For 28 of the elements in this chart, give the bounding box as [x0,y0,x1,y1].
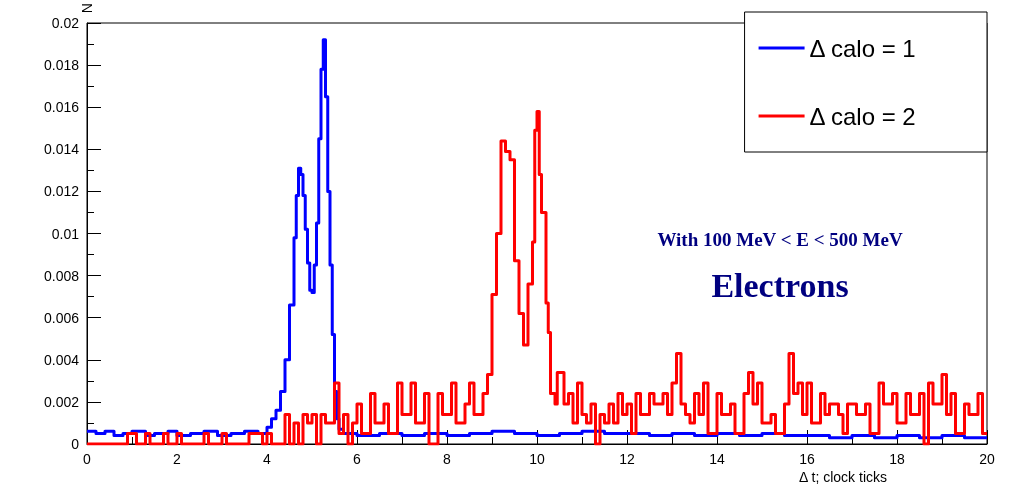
y-tick-label: 0.018 [43,57,80,74]
x-tick-label: 12 [619,451,635,467]
annotation: Electrons [711,266,849,304]
y-tick-label: 0 [71,436,80,452]
x-axis-title: Δ t; clock ticks [799,469,887,484]
legend-label: Δ calo = 1 [809,34,916,62]
y-tick-label: 0.014 [43,141,80,158]
x-tick-label: 2 [173,451,182,467]
y-tick-label: 0.012 [43,183,80,200]
legend-label: Δ calo = 2 [809,102,916,130]
annotation: With 100 MeV < E < 500 MeV [657,229,903,250]
x-tick-label: 16 [799,451,815,467]
y-tick-label: 0.01 [51,225,80,242]
y-tick-label: 0.002 [43,393,80,410]
y-tick-label: 0.008 [43,267,80,284]
y-tick-label: 0.02 [51,15,80,32]
y-tick-label: 0.016 [43,99,80,116]
x-tick-label: 14 [709,451,725,467]
x-tick-label: 10 [529,451,545,467]
x-tick-label: 20 [979,451,995,467]
x-tick-label: 6 [353,451,362,467]
y-axis-title: N [79,3,95,14]
x-tick-label: 4 [263,451,272,467]
y-tick-label: 0.006 [43,309,80,326]
x-tick-label: 18 [889,451,905,467]
y-tick-label: 0.004 [43,351,80,368]
x-tick-label: 8 [443,451,452,467]
x-tick-label: 0 [83,451,92,467]
